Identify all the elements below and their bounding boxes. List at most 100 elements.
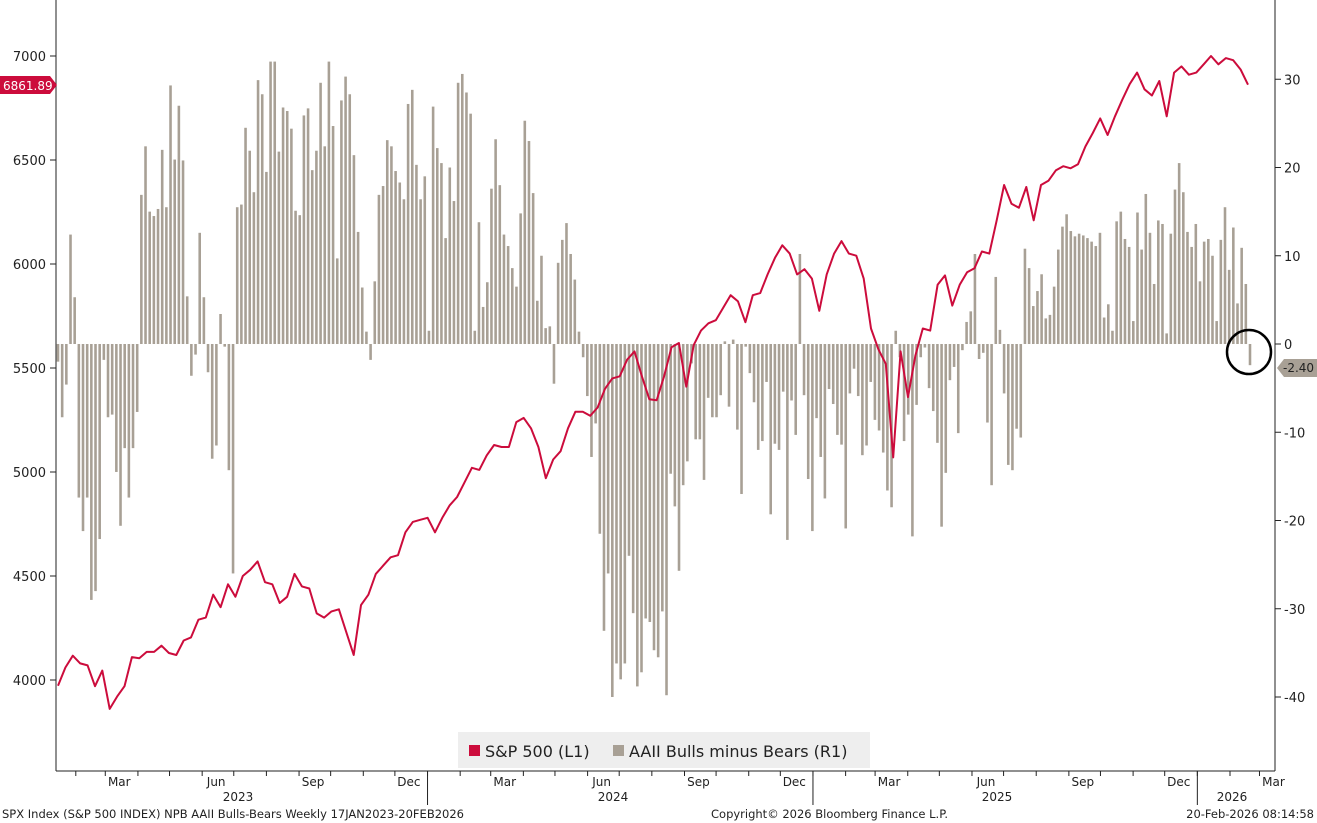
- aaii-bar: [806, 344, 810, 480]
- aaii-bar: [586, 344, 589, 397]
- aaii-bar: [381, 186, 385, 344]
- aaii-bar: [902, 344, 906, 442]
- aaii-bar: [940, 344, 943, 527]
- aaii-bar: [602, 344, 606, 631]
- aaii-bar: [244, 127, 247, 344]
- aaii-bar: [165, 207, 168, 344]
- aaii-bar: [744, 344, 747, 347]
- aaii-bar: [160, 149, 164, 344]
- aaii-bar: [465, 92, 468, 345]
- aaii-bar: [781, 344, 785, 392]
- left-tick-label: 6000: [13, 258, 46, 273]
- aaii-bar: [948, 344, 952, 381]
- aaii-bar: [702, 344, 706, 480]
- aaii-bar: [310, 170, 314, 344]
- highlight-circle: [1225, 328, 1273, 376]
- aaii-bar: [435, 148, 439, 344]
- x-month-label: Dec: [783, 775, 806, 789]
- aaii-bar: [665, 344, 668, 696]
- aaii-bar: [456, 82, 460, 344]
- x-year-label: 2026: [1217, 790, 1248, 804]
- aaii-bar: [1044, 318, 1048, 344]
- aaii-bar: [869, 344, 873, 382]
- aaii-bar: [65, 344, 68, 385]
- aaii-bar: [323, 146, 327, 344]
- aaii-bar: [152, 216, 156, 344]
- aaii-bar: [652, 344, 656, 651]
- aaii-bar: [965, 321, 968, 344]
- aaii-bar: [561, 239, 564, 344]
- aaii-bar: [698, 344, 702, 440]
- aaii-bar: [931, 344, 935, 412]
- aaii-bar: [1094, 246, 1098, 344]
- aaii-bar: [385, 140, 389, 344]
- aaii-bar: [719, 344, 722, 396]
- x-month-label: Mar: [108, 775, 131, 789]
- aaii-bar: [961, 344, 964, 351]
- aaii-bar: [469, 113, 472, 344]
- aaii-bar: [994, 276, 998, 344]
- aaii-bar: [523, 120, 527, 344]
- aaii-bar: [856, 344, 860, 397]
- x-month-label: Jun: [591, 775, 611, 789]
- aaii-bar: [406, 103, 410, 345]
- x-month-label: Sep: [687, 775, 710, 789]
- legend-aaii-swatch: [613, 745, 624, 756]
- aaii-bar: [298, 215, 302, 344]
- aaii-bar: [761, 344, 764, 442]
- aaii-bar: [840, 344, 843, 445]
- aaii-bar: [1227, 269, 1231, 344]
- aaii-bar: [877, 344, 881, 431]
- x-month-label: Mar: [493, 775, 516, 789]
- aaii-bar: [1023, 248, 1027, 344]
- aaii-bar: [269, 61, 272, 344]
- aaii-bar: [548, 326, 552, 344]
- aaii-bar: [94, 344, 97, 592]
- aaii-bar: [827, 344, 831, 390]
- aaii-bar: [681, 344, 685, 486]
- aaii-bar: [1082, 235, 1085, 344]
- aaii-bar: [60, 344, 64, 418]
- right-tick-label: -20: [1284, 515, 1305, 530]
- aaii-bar: [210, 344, 214, 459]
- right-tick-label: -10: [1284, 426, 1305, 441]
- aaii-bar: [1036, 291, 1039, 344]
- right-tick-label: -40: [1284, 691, 1305, 706]
- aaii-bar: [194, 344, 197, 355]
- aaii-bar: [219, 314, 222, 344]
- aaii-bar: [906, 344, 910, 415]
- aaii-bar: [752, 344, 756, 403]
- aaii-bar: [565, 223, 568, 344]
- aaii-bar: [694, 344, 697, 440]
- aaii-bar: [173, 159, 176, 344]
- aaii-bar: [544, 328, 547, 344]
- aaii-bar: [1056, 249, 1060, 344]
- aaii-bar: [1119, 211, 1123, 345]
- aaii-bar: [581, 344, 585, 358]
- aaii-bar: [1157, 220, 1160, 344]
- aaii-bar: [1073, 236, 1077, 344]
- aaii-bar: [215, 344, 218, 446]
- aaii-bar: [265, 171, 268, 344]
- aaii-bar: [711, 344, 714, 418]
- x-month-label: Sep: [302, 775, 325, 789]
- aaii-bar: [1177, 163, 1181, 344]
- aaii-bar: [873, 344, 877, 420]
- aaii-bar: [452, 201, 456, 344]
- legend-spx-swatch: [469, 745, 480, 756]
- aaii-bar: [352, 155, 356, 344]
- x-month-label: Sep: [1072, 775, 1095, 789]
- aaii-bar: [569, 253, 572, 344]
- left-tick-label: 7000: [13, 50, 46, 65]
- right-tick-label: 30: [1284, 73, 1301, 88]
- aaii-bar: [377, 194, 381, 344]
- legend: S&P 500 (L1) AAII Bulls minus Bears (R1): [458, 732, 870, 768]
- aaii-bar: [819, 344, 823, 457]
- aaii-bar: [1019, 344, 1023, 438]
- aaii-bar: [206, 344, 210, 373]
- left-tick-label: 5000: [13, 466, 46, 481]
- aaii-bar: [315, 150, 318, 344]
- aaii-bar: [448, 167, 452, 344]
- right-tick-label: 10: [1284, 250, 1301, 265]
- aaii-bar: [69, 234, 72, 344]
